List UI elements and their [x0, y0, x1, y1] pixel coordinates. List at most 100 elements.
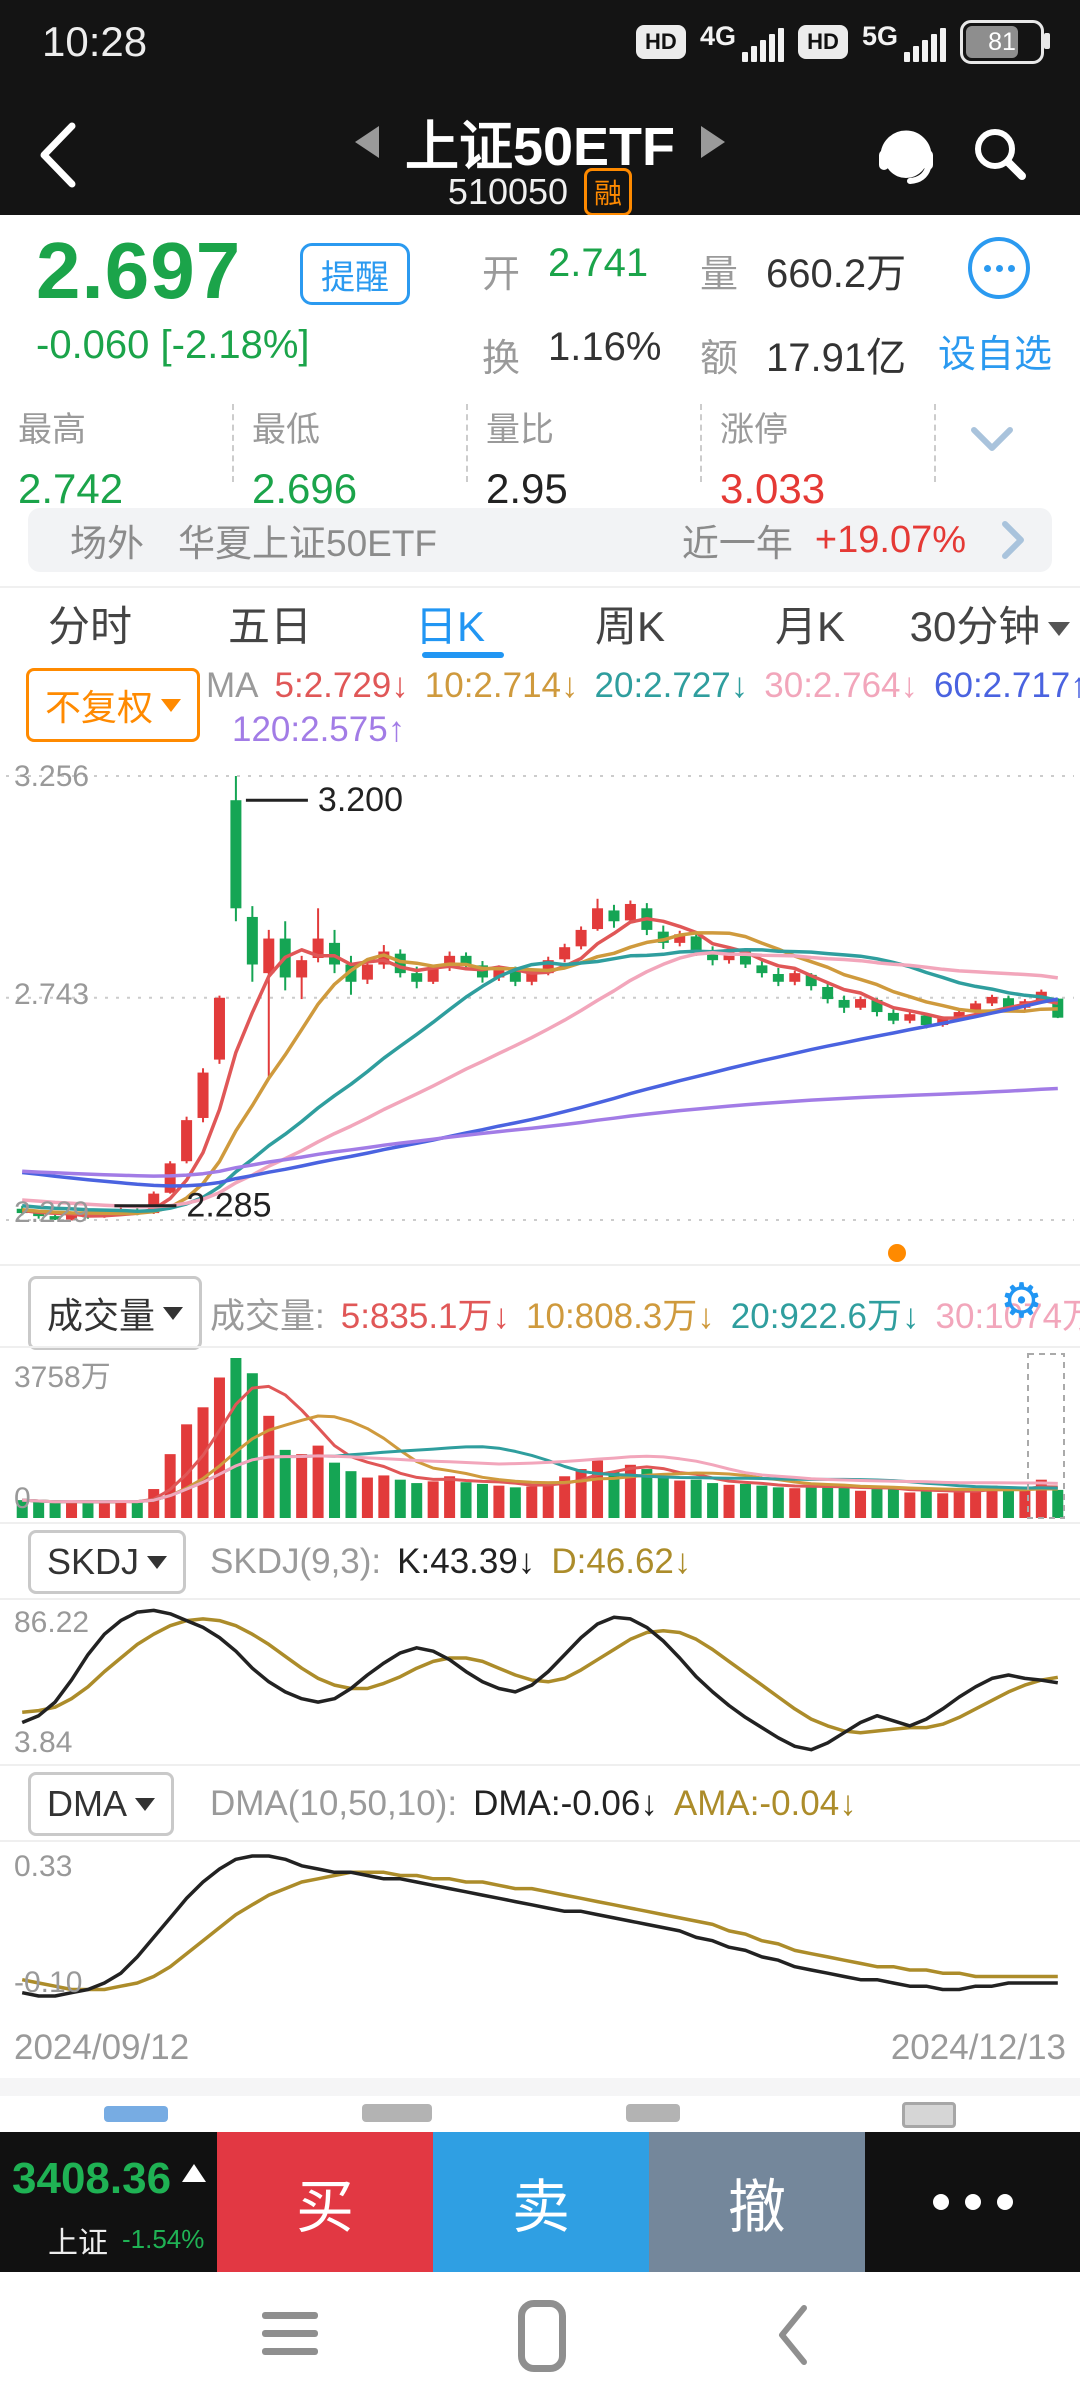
- tab-30min-dropdown[interactable]: 30分钟: [900, 593, 1080, 654]
- sell-button[interactable]: 卖: [433, 2132, 649, 2272]
- battery-icon: 81: [960, 20, 1050, 64]
- amount-value: 17.91亿: [766, 336, 907, 380]
- index-name: 上证: [48, 2227, 108, 2260]
- dma-ymax-label: 0.33: [14, 1850, 73, 1883]
- next-stock-icon[interactable]: [701, 125, 726, 158]
- legend-item: 120:2.575↑: [232, 710, 406, 749]
- status-icons: HD 4G HD 5G 81: [635, 20, 1050, 64]
- volume-chart[interactable]: [0, 1350, 1080, 1520]
- price-change: -0.060 [-2.18%]: [36, 323, 310, 367]
- search-icon[interactable]: [966, 120, 1034, 188]
- clipped-row-fragment: [362, 2104, 432, 2122]
- nav-back-icon[interactable]: [770, 2302, 814, 2368]
- svg-text:2.285: 2.285: [186, 1187, 271, 1225]
- volte-hd-icon-2: HD: [797, 25, 848, 59]
- menu-icon[interactable]: [262, 2312, 318, 2355]
- quote-panel: 2.697 提醒 -0.060 [-2.18%] 开 2.741 量 660.2…: [0, 215, 1080, 390]
- adjust-mode-selector[interactable]: 不复权: [26, 668, 201, 742]
- active-tab-underline: [422, 652, 504, 658]
- volume-ymax-label: 3758万: [14, 1361, 111, 1394]
- prev-stock-icon[interactable]: [354, 125, 379, 158]
- dma-indicator-selector[interactable]: DMA: [28, 1772, 174, 1836]
- skdj-indicator-selector[interactable]: SKDJ: [28, 1530, 187, 1594]
- volume-indicator-selector[interactable]: 成交量: [28, 1276, 203, 1350]
- end-date: 2024/12/13: [890, 2028, 1066, 2067]
- svg-text:3.200: 3.200: [318, 781, 403, 819]
- index-value: 3408.36: [12, 2154, 172, 2203]
- fund-name: 华夏上证50ETF: [178, 523, 438, 564]
- more-options-icon[interactable]: [968, 237, 1030, 299]
- margin-badge: 融: [584, 168, 633, 216]
- otc-tag: 场外: [70, 523, 144, 564]
- stat-high: 最高 2.742: [18, 411, 124, 512]
- legend-item: 60:2.717↑: [934, 666, 1080, 705]
- volte-hd-icon: HD: [635, 25, 686, 59]
- tab-weekly-k[interactable]: 周K: [594, 602, 665, 650]
- signal-5g-icon: 5G: [862, 22, 946, 62]
- index-quote[interactable]: 3408.36 上证 -1.54%: [0, 2132, 217, 2272]
- stat-low: 最低 2.696: [252, 411, 358, 512]
- home-icon[interactable]: [518, 2300, 566, 2372]
- status-time: 10:28: [42, 18, 148, 65]
- index-change: -1.54%: [122, 2224, 205, 2254]
- top-bar-background: [0, 0, 1080, 215]
- kline-ymid-label: 2.743: [14, 978, 90, 1011]
- clipped-row-fragment: [104, 2106, 168, 2122]
- stock-code: 510050: [447, 171, 569, 212]
- dropdown-triangle-icon: [147, 1555, 168, 1569]
- legend-item: D:46.62↓: [551, 1542, 692, 1581]
- chevron-down-icon: [1048, 622, 1071, 637]
- settings-gear-icon[interactable]: ⚙︎: [1000, 1275, 1044, 1328]
- return-period: 近一年: [681, 523, 793, 564]
- signal-4g-icon: 4G: [700, 22, 784, 62]
- kline-chart[interactable]: 3.200 2.285: [0, 752, 1080, 1244]
- ma-legend-line2: 120:2.575↑: [216, 710, 405, 750]
- cancel-order-button[interactable]: 撤: [649, 2132, 865, 2272]
- trade-bar: 3408.36 上证 -1.54% 买 卖 撤: [0, 2132, 1080, 2272]
- legend-item: K:43.39↓: [397, 1542, 536, 1581]
- last-price: 2.697: [36, 226, 242, 315]
- add-watchlist-button[interactable]: 设自选: [938, 334, 1053, 376]
- ma-legend-line1: MA 5:2.729↓ 10:2.714↓ 20:2.727↓ 30:2.764↓ 60:…: [206, 666, 1080, 706]
- skdj-legend: SKDJ(9,3): K:43.39↓ D:46.62↓: [210, 1542, 692, 1581]
- more-actions-button[interactable]: [865, 2132, 1080, 2272]
- dropdown-triangle-icon: [161, 698, 182, 712]
- turnover-value: 1.16%: [548, 325, 662, 369]
- tab-5day[interactable]: 五日: [227, 602, 312, 650]
- start-date: 2024/09/12: [14, 2028, 190, 2067]
- skdj-chart[interactable]: [0, 1600, 1080, 1762]
- buy-button[interactable]: 买: [217, 2132, 433, 2272]
- legend-item: 10:808.3万↓: [526, 1297, 715, 1336]
- dma-chart[interactable]: [0, 1844, 1080, 2024]
- tab-minute[interactable]: 分时: [47, 602, 132, 650]
- legend-item: AMA:-0.04↓: [673, 1784, 857, 1823]
- clipped-row-fragment: [902, 2102, 956, 2128]
- customer-service-icon[interactable]: [872, 120, 940, 188]
- legend-item: 5:835.1万↓: [340, 1297, 511, 1336]
- dropdown-triangle-icon: [135, 1797, 155, 1811]
- return-value: +19.07%: [814, 518, 966, 561]
- clipped-row-fragment: [626, 2104, 680, 2122]
- kline-ymax-label: 3.256: [14, 760, 90, 793]
- alert-button[interactable]: 提醒: [300, 243, 410, 305]
- legend-item: 20:2.727↓: [594, 666, 749, 705]
- amount-label: 额: [700, 338, 739, 380]
- page-title: 上证50ETF: [404, 117, 676, 177]
- open-value: 2.741: [548, 241, 649, 285]
- tab-daily-k[interactable]: 日K: [414, 602, 485, 650]
- volume-value: 660.2万: [766, 252, 907, 296]
- dropdown-triangle-icon: [163, 1306, 184, 1320]
- section-divider: [0, 2078, 1080, 2096]
- legend-item: 10:2.714↓: [424, 666, 579, 705]
- expand-stats-icon[interactable]: [968, 424, 1016, 456]
- volume-ymin-label: 0: [14, 1482, 31, 1515]
- marker-dot: [888, 1244, 906, 1262]
- back-icon[interactable]: [34, 118, 80, 192]
- tab-monthly-k[interactable]: 月K: [774, 602, 845, 650]
- otc-fund-banner[interactable]: 场外 华夏上证50ETF 近一年 +19.07%: [28, 508, 1052, 572]
- stats-row: 最高 2.742 最低 2.696 量比 2.95 涨停 3.033: [0, 390, 1080, 512]
- kline-ymin-label: 2.229: [14, 1196, 90, 1229]
- skdj-ymin-label: 3.84: [14, 1726, 73, 1759]
- system-nav-bar: [0, 2272, 1080, 2400]
